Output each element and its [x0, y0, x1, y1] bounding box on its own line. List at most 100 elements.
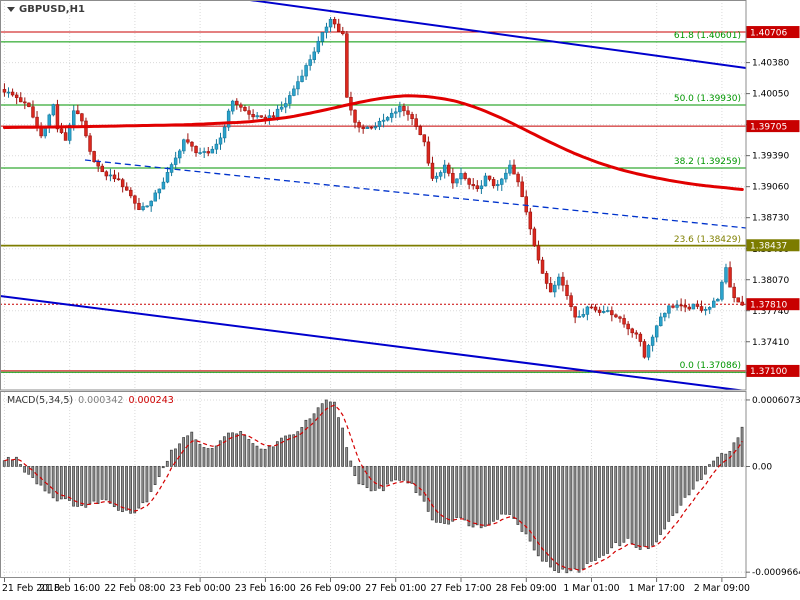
candle-body: [740, 301, 745, 306]
macd-bar: [418, 466, 422, 496]
macd-bar: [577, 466, 581, 573]
macd-bar: [308, 418, 312, 467]
trendline[interactable]: [84, 159, 746, 229]
macd-bar: [402, 466, 406, 481]
candle-body: [508, 164, 512, 174]
macd-indicator-label: MACD(5,34,5) 0.000342 0.000243: [7, 395, 174, 406]
macd-bar: [198, 444, 202, 467]
macd-bar: [137, 466, 141, 509]
macd-bar: [659, 466, 662, 535]
candle-body: [614, 314, 618, 318]
time-tick-label: 23 Feb 16:00: [235, 583, 296, 594]
fib-labels: 61.8 (1.40601) 50.0 (1.39930) 38.2 (1.3925…: [674, 31, 741, 371]
candle-body: [194, 145, 198, 154]
macd-signal-value: 0.000243: [128, 395, 174, 406]
macd-bar: [194, 439, 198, 467]
trendline[interactable]: [249, 0, 746, 69]
candle-body: [373, 126, 378, 129]
macd-bar: [585, 466, 589, 564]
macd-bar: [508, 466, 512, 515]
macd-bar: [288, 434, 291, 467]
macd-bar: [19, 464, 22, 467]
macd-bar: [512, 466, 516, 519]
candle-body: [394, 111, 398, 114]
candle-body: [353, 109, 357, 123]
candle-body: [341, 30, 345, 35]
candle-body: [712, 300, 716, 308]
candle-body: [214, 143, 219, 150]
candle-body: [332, 19, 337, 25]
candle-body: [63, 132, 68, 141]
macd-bar: [210, 448, 214, 467]
symbol-period-text: GBPUSD,H1: [19, 4, 85, 15]
macd-bar: [116, 466, 120, 511]
candle-body: [186, 139, 190, 143]
macd-bar: [610, 466, 614, 549]
macd-bar: [337, 417, 340, 467]
macd-bar: [84, 466, 88, 508]
macd-tick-label: 0.00: [752, 462, 772, 472]
candle-body: [671, 305, 675, 308]
candle-body: [634, 332, 639, 335]
macd-bar: [561, 466, 565, 570]
candle-body: [589, 306, 594, 309]
trendline[interactable]: [0, 295, 746, 391]
candle-body: [14, 94, 19, 98]
candle-body: [565, 284, 569, 296]
candle-body: [601, 311, 606, 313]
macd-bar: [390, 466, 393, 482]
candle-body: [2, 89, 7, 93]
candle-body: [683, 305, 687, 308]
macd-bar: [569, 466, 573, 572]
macd-bar: [365, 466, 369, 489]
candle-body: [202, 151, 206, 153]
macd-bar: [112, 466, 116, 508]
macd-bar: [447, 466, 450, 525]
macd-pane[interactable]: [2, 399, 744, 574]
macd-bar: [235, 433, 238, 467]
macd-bar: [259, 448, 263, 467]
macd-bar: [646, 466, 650, 549]
macd-bar: [699, 466, 703, 480]
candle-body: [324, 26, 329, 33]
macd-bar: [455, 466, 459, 518]
macd-bar: [263, 448, 267, 467]
candle-body: [626, 323, 630, 330]
chart-menu-icon[interactable]: [7, 7, 15, 12]
candle-body: [288, 95, 292, 104]
macd-bar: [68, 466, 71, 501]
macd-bar: [231, 432, 234, 467]
macd-bar: [243, 435, 247, 467]
macd-bar: [280, 437, 283, 467]
macd-bar: [704, 466, 707, 475]
moving-average-line[interactable]: [2, 94, 744, 191]
candle-body: [316, 40, 321, 53]
fib-label: 50.0 (1.39930): [674, 94, 741, 104]
macd-bar: [202, 447, 206, 467]
macd-bar: [247, 439, 251, 467]
fib-label: 0.0 (1.37086): [680, 361, 741, 371]
candle-body: [182, 139, 186, 152]
macd-bar: [740, 426, 744, 467]
macd-bar: [430, 466, 434, 521]
macd-bar: [663, 466, 667, 530]
macd-bar: [145, 466, 149, 503]
price-pane[interactable]: [2, 16, 745, 361]
candle-body: [304, 65, 308, 77]
candle-body: [402, 106, 406, 112]
macd-bar: [320, 403, 324, 467]
candle-body: [573, 306, 577, 318]
macd-bar: [618, 466, 622, 547]
candle-body: [699, 306, 704, 311]
macd-bar: [520, 466, 524, 532]
candle-body: [145, 205, 149, 208]
candle-body: [100, 165, 105, 173]
macd-bar: [634, 466, 638, 548]
time-tick-label: 27 Feb 01:00: [365, 583, 426, 594]
macd-bar: [598, 466, 601, 558]
candle-body: [31, 106, 35, 118]
macd-name: MACD(5,34,5): [7, 395, 74, 406]
candle-body: [532, 228, 537, 247]
